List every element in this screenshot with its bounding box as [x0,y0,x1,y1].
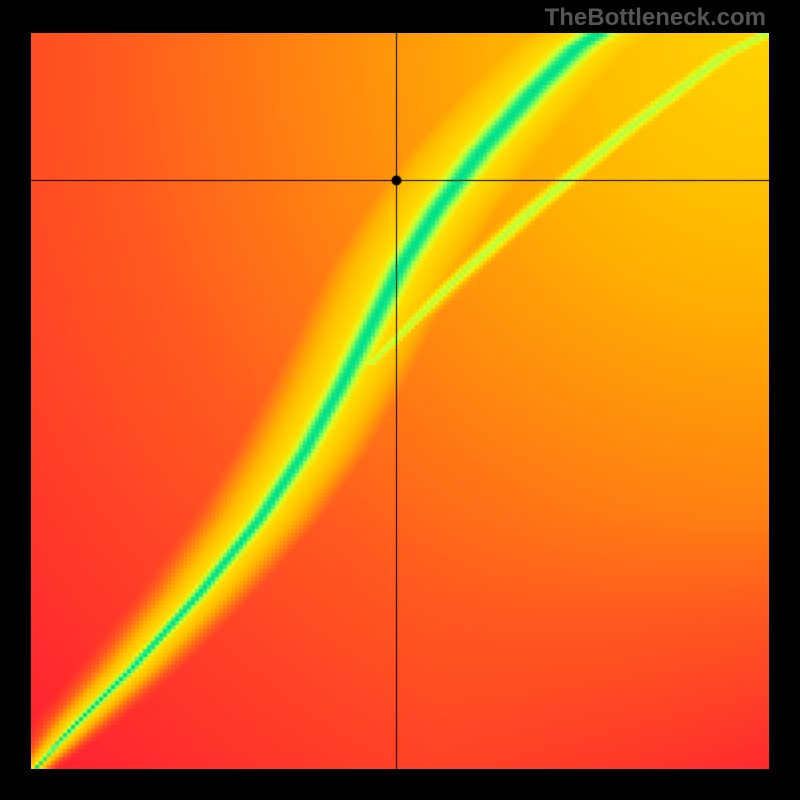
chart-stage: TheBottleneck.com [0,0,800,800]
watermark-text: TheBottleneck.com [545,4,766,32]
bottleneck-heatmap [31,33,769,769]
